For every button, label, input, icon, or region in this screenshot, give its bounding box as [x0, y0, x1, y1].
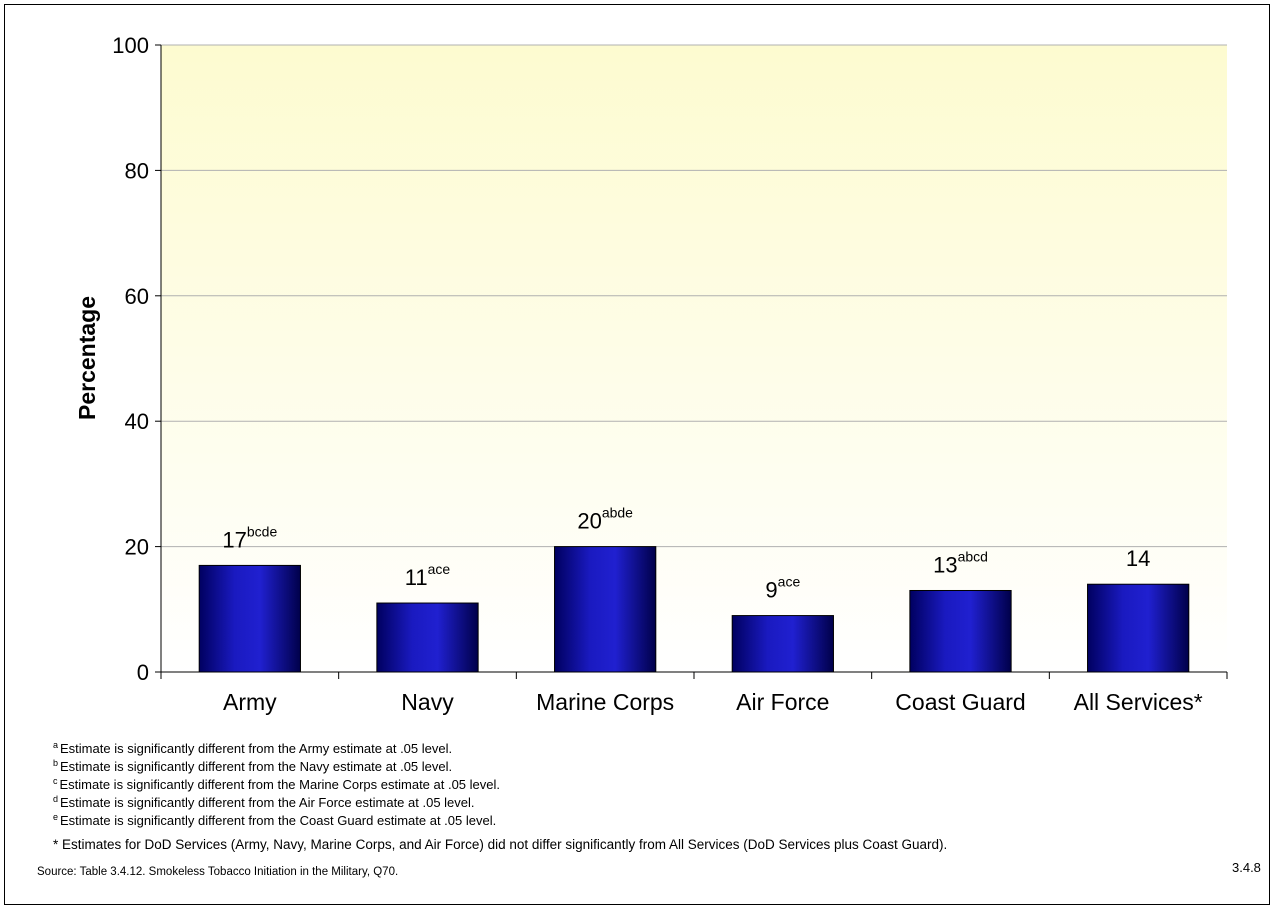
data-label-superscript: abcd — [958, 548, 988, 564]
bar-army — [198, 564, 301, 673]
y-tick-label: 0 — [137, 660, 149, 685]
footnote-marker: e — [53, 811, 59, 822]
data-label: 9ace — [765, 574, 800, 603]
y-tick-label: 100 — [112, 33, 149, 58]
data-label: 20abde — [577, 505, 633, 534]
data-label: 13abcd — [933, 548, 988, 577]
data-label-superscript: ace — [778, 574, 801, 590]
bar-coast-guard — [909, 589, 1012, 673]
data-label: 11ace — [405, 561, 451, 590]
data-label: 17bcde — [222, 523, 277, 552]
data-label-value: 13 — [933, 552, 957, 577]
axes: 0 20 40 60 80 100 Army Navy Marine Corps Air Forc… — [112, 33, 1228, 715]
data-label-superscript: abde — [602, 505, 633, 521]
page-number: 3.4.8 — [1232, 860, 1261, 875]
data-label-superscript: bcde — [247, 523, 278, 539]
chart-frame — [4, 4, 1270, 905]
y-tick-label: 60 — [125, 284, 149, 309]
gridlines — [161, 44, 1227, 548]
footnote-marker: d — [53, 793, 59, 804]
y-tick-label: 20 — [125, 535, 149, 560]
footnote-e: e Estimate is significantly different fro… — [53, 811, 497, 828]
data-label-value: 11 — [405, 565, 428, 590]
y-tick-label: 40 — [125, 409, 149, 434]
bar-navy — [376, 602, 479, 673]
x-tick-label: Coast Guard — [895, 689, 1025, 715]
footnote-marker: c — [53, 775, 58, 786]
footnote-c: c Estimate is significantly different fro… — [53, 775, 501, 792]
plot-area — [161, 45, 1227, 672]
x-tick-label: All Services* — [1074, 689, 1203, 715]
footnote-text: Estimate is significantly different from… — [59, 777, 501, 792]
footnote-text: Estimate is significantly different from… — [60, 795, 475, 810]
all-services-note: * Estimates for DoD Services (Army, Navy… — [53, 837, 948, 852]
bar-all-services — [1087, 583, 1190, 673]
data-label-value: 20 — [577, 509, 601, 534]
data-label-value: 17 — [222, 527, 246, 552]
y-axis-label: Percentage — [74, 296, 100, 420]
bar-marine-corps — [554, 546, 657, 673]
footnote-d: d Estimate is significantly different fro… — [53, 793, 475, 810]
data-label-superscript: ace — [428, 561, 451, 577]
data-label-value: 9 — [765, 578, 777, 603]
footnote-marker: b — [53, 757, 59, 768]
y-tick-label: 80 — [125, 158, 149, 183]
data-label-value: 14 — [1126, 546, 1150, 571]
footnote-b: b Estimate is significantly different fro… — [53, 757, 453, 774]
x-tick-label: Air Force — [736, 689, 829, 715]
source-note: Source: Table 3.4.12. Smokeless Tobacco … — [37, 866, 399, 878]
x-tick-label: Marine Corps — [536, 689, 674, 715]
bar-air-force — [731, 615, 834, 673]
x-tick-label: Navy — [401, 689, 454, 715]
footnote-text: Estimate is significantly different from… — [60, 813, 497, 828]
x-tick-label: Army — [223, 689, 277, 715]
bars — [198, 546, 1190, 673]
data-label: 14 — [1126, 546, 1150, 571]
footnote-text: Estimate is significantly different from… — [60, 759, 453, 774]
